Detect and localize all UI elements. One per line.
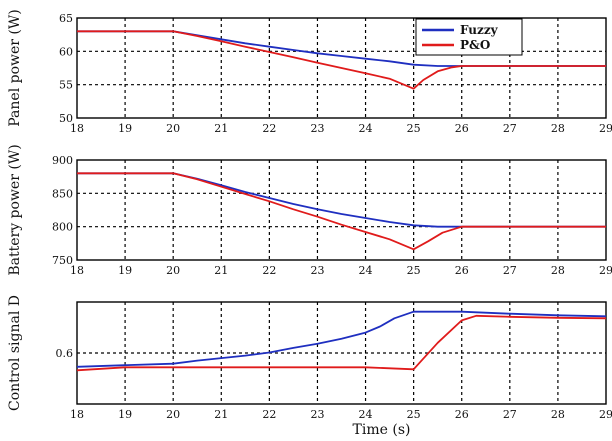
y-tick-label: 60 <box>59 45 73 58</box>
x-tick-label: 26 <box>455 122 469 135</box>
x-axis-label: Time (s) <box>353 422 411 438</box>
legend-box <box>415 18 523 56</box>
series-line-po <box>77 30 606 90</box>
x-tick-label: 24 <box>359 408 373 421</box>
series-line-fuzzy <box>77 172 606 228</box>
x-tick-label: 24 <box>359 122 373 135</box>
x-tick-label: 21 <box>214 122 228 135</box>
y-tick-label: 850 <box>52 187 73 200</box>
x-tick-label: 19 <box>118 122 132 135</box>
x-tick-label: 27 <box>503 122 517 135</box>
y-tick-label: 65 <box>59 12 73 25</box>
panel-1: 18 19 20 21 22 23 24 25 26 27 28 29 50 55 60 65 Panel po… <box>7 9 612 135</box>
series-line-po <box>77 172 606 251</box>
legend-label: Fuzzy <box>460 23 499 37</box>
x-tick-label: 26 <box>455 408 469 421</box>
series-line-po <box>76 314 607 372</box>
y-axis-label: Battery power (W) <box>7 144 23 275</box>
x-tick-label: 28 <box>551 122 565 135</box>
x-tick-label: 23 <box>310 408 324 421</box>
y-tick-label: 750 <box>52 254 73 267</box>
y-tick-label: 0.6 <box>56 347 74 360</box>
x-tick-label: 18 <box>70 122 84 135</box>
x-tick-label: 29 <box>599 408 612 421</box>
x-tick-label: 18 <box>70 408 84 421</box>
x-tick-label: 22 <box>262 122 276 135</box>
panel-2: 18 19 20 21 22 23 24 25 26 27 28 29 750 800 850 900 Batt… <box>7 144 612 277</box>
x-tick-label: 27 <box>503 264 517 277</box>
plot-frame <box>76 17 607 119</box>
y-tick-label: 50 <box>59 112 73 125</box>
y-tick-label: 55 <box>59 79 73 92</box>
x-tick-label: 25 <box>407 122 421 135</box>
x-tick-label: 18 <box>70 264 84 277</box>
y-tick-label: 900 <box>52 154 73 167</box>
x-tick-label: 21 <box>214 408 228 421</box>
x-tick-label: 28 <box>551 408 565 421</box>
series-line-fuzzy <box>76 310 607 368</box>
x-tick-label: 24 <box>359 264 373 277</box>
x-tick-label: 29 <box>599 264 612 277</box>
y-axis-label: Panel power (W) <box>7 9 23 126</box>
x-tick-label: 22 <box>262 408 276 421</box>
y-axis-label: Control signal D <box>7 295 23 411</box>
x-tick-label: 20 <box>166 122 180 135</box>
x-tick-label: 25 <box>407 408 421 421</box>
x-tick-label: 19 <box>118 264 132 277</box>
x-tick-label: 23 <box>310 264 324 277</box>
x-tick-label: 26 <box>455 264 469 277</box>
x-tick-label: 20 <box>166 264 180 277</box>
x-tick-label: 19 <box>118 408 132 421</box>
y-tick-label: 800 <box>52 221 73 234</box>
x-tick-label: 23 <box>310 122 324 135</box>
x-tick-label: 25 <box>407 264 421 277</box>
x-tick-label: 27 <box>503 408 517 421</box>
x-tick-label: 22 <box>262 264 276 277</box>
x-tick-label: 28 <box>551 264 565 277</box>
series-line-fuzzy <box>77 30 606 67</box>
panel-3: 18 19 20 21 22 23 24 25 26 27 28 29 0.6 Control signa… <box>7 295 612 438</box>
plot-frame <box>76 159 607 261</box>
legend-label: P&O <box>460 38 490 52</box>
x-tick-label: 20 <box>166 408 180 421</box>
x-tick-label: 21 <box>214 264 228 277</box>
x-tick-label: 29 <box>599 122 612 135</box>
